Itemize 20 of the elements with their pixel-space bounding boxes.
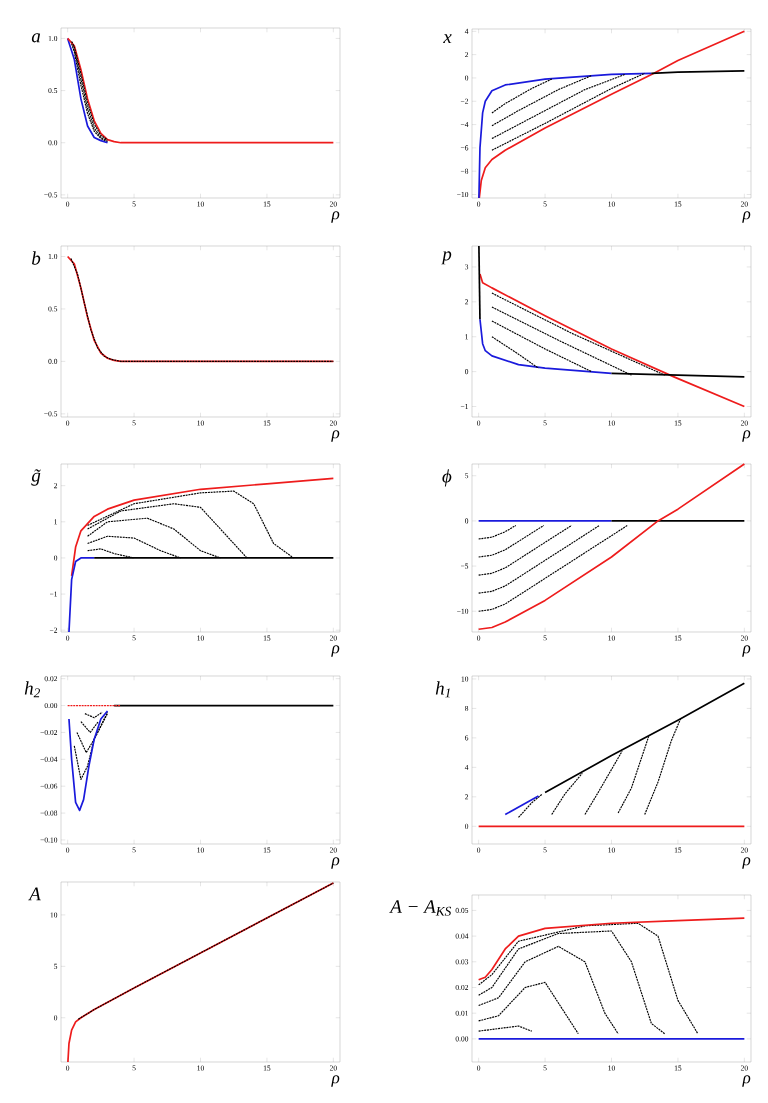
y-axis-title: ϕ <box>442 469 452 487</box>
x-axis-title: ρ <box>742 1075 751 1087</box>
y-axis-title: h$_{2}$ <box>24 681 40 698</box>
y-axis-title: h$_{1}$ <box>435 681 450 698</box>
x-axis-title: ρ <box>742 645 751 657</box>
x-axis-title: ρ <box>742 857 751 869</box>
x-axis-title: ρ <box>742 211 751 223</box>
x-axis-title: ρ <box>331 1075 340 1087</box>
y-axis-title: b <box>32 251 41 265</box>
x-axis-title: ρ <box>331 211 340 223</box>
x-axis-title: ρ <box>331 645 340 657</box>
y-axis-title: A <box>28 887 41 901</box>
y-axis-title: p <box>441 251 452 265</box>
y-axis-title: a <box>31 33 41 43</box>
x-axis-title: ρ <box>742 430 751 442</box>
y-axis-title: g̃ <box>31 469 41 486</box>
y-axis-title: x <box>443 34 452 43</box>
x-axis-title: ρ <box>331 857 340 869</box>
x-axis-title: ρ <box>331 430 340 442</box>
y-axis-title: A − A$_{KS}$ <box>389 900 452 916</box>
